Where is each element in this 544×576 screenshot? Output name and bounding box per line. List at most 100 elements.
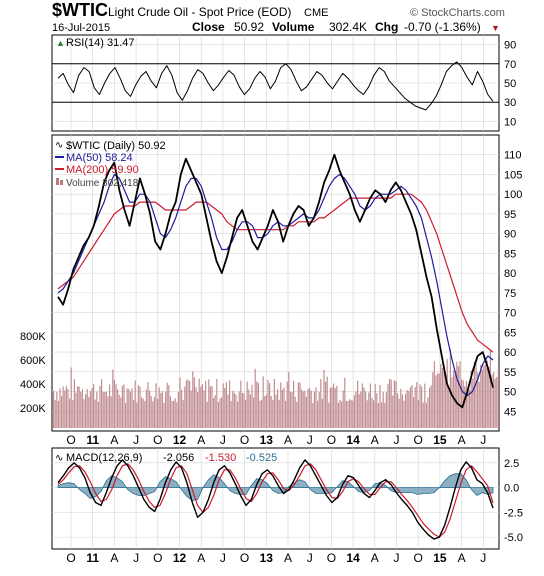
volume-bar bbox=[128, 388, 130, 428]
volume-bar bbox=[294, 396, 296, 428]
volume-bar bbox=[141, 397, 143, 428]
volume-bar bbox=[360, 391, 362, 428]
price-legend-icon: ∿ bbox=[55, 140, 63, 151]
volume-bar bbox=[129, 391, 131, 428]
volume-bar bbox=[438, 373, 440, 428]
volume-bar bbox=[89, 391, 91, 428]
volume-bar bbox=[181, 389, 183, 428]
volume-bar bbox=[480, 364, 482, 428]
volume-bar bbox=[174, 398, 176, 428]
volume-bar bbox=[464, 386, 466, 428]
volume-bar bbox=[120, 397, 122, 428]
volume-bar bbox=[321, 398, 323, 428]
volume-bar bbox=[233, 392, 235, 428]
volume-bar bbox=[272, 399, 274, 428]
x-tick-label: O bbox=[66, 551, 75, 565]
x-tick-label: 12 bbox=[173, 433, 187, 447]
volume-bar bbox=[224, 388, 226, 428]
x-tick-label: J bbox=[307, 433, 313, 447]
volume-bar bbox=[429, 387, 431, 428]
volume-bar bbox=[206, 401, 208, 428]
x-tick-label: 12 bbox=[173, 551, 187, 565]
volume-bar bbox=[320, 379, 322, 428]
volume-bar bbox=[398, 398, 400, 428]
volume-bar bbox=[481, 369, 483, 428]
volume-bar bbox=[160, 392, 162, 428]
volume-bar bbox=[59, 388, 61, 428]
volume-bar bbox=[470, 370, 472, 428]
volume-bar bbox=[171, 401, 173, 428]
volume-bar bbox=[347, 401, 349, 428]
volume-bar bbox=[184, 386, 186, 428]
volume-bar bbox=[353, 395, 355, 428]
volume-bar bbox=[488, 367, 490, 428]
macd-legend-value: -2.056 bbox=[163, 452, 194, 464]
volume-bar bbox=[53, 390, 55, 428]
volume-bar bbox=[105, 391, 107, 428]
x-tick-label: A bbox=[458, 551, 466, 565]
volume-bar bbox=[302, 391, 304, 428]
volume-bar bbox=[318, 392, 320, 428]
volume-bar bbox=[478, 381, 480, 428]
volume-bar bbox=[222, 383, 224, 428]
volume-bar bbox=[265, 395, 267, 428]
volume-bar bbox=[336, 386, 338, 428]
volume-bar bbox=[374, 384, 376, 428]
volume-bar bbox=[387, 383, 389, 428]
volume-bar bbox=[355, 391, 357, 428]
volume-bar bbox=[382, 391, 384, 428]
volume-bar bbox=[366, 400, 368, 428]
volume-bar bbox=[424, 383, 426, 428]
x-tick-label: O bbox=[327, 433, 336, 447]
volume-bar bbox=[489, 350, 491, 428]
volume-bar bbox=[246, 381, 248, 428]
rsi-line bbox=[57, 61, 494, 111]
volume-bar bbox=[377, 403, 379, 428]
y-tick-label: 110 bbox=[504, 150, 522, 162]
volume-bar bbox=[251, 384, 253, 428]
y-tick-label: 50 bbox=[504, 387, 516, 399]
volume-bar bbox=[187, 379, 189, 428]
volume-bar bbox=[163, 402, 165, 428]
volume-bar bbox=[203, 390, 205, 428]
volume-bar bbox=[125, 402, 127, 428]
volume-bar bbox=[373, 400, 375, 428]
volume-bar bbox=[67, 389, 69, 428]
close-label: Close bbox=[192, 20, 225, 34]
volume-bar bbox=[296, 401, 298, 428]
y-tick-label: 65 bbox=[504, 327, 516, 339]
volume-bar bbox=[307, 388, 309, 428]
x-tick-label: A bbox=[371, 433, 379, 447]
symbol: $WTIC bbox=[52, 0, 108, 20]
volume-bar bbox=[496, 377, 498, 428]
volume-bar bbox=[123, 384, 125, 428]
volume-bar bbox=[278, 399, 280, 428]
volume-bar bbox=[85, 394, 87, 428]
volume-bar bbox=[339, 399, 341, 428]
volume-bar bbox=[392, 395, 394, 428]
volume-bar bbox=[461, 379, 463, 428]
volume-axis-label: 800K bbox=[20, 331, 46, 343]
x-tick-label: J bbox=[307, 551, 313, 565]
volume-bar bbox=[137, 385, 139, 428]
volume-bar bbox=[483, 365, 485, 428]
volume-bar bbox=[205, 380, 207, 428]
volume-bar bbox=[198, 378, 200, 428]
volume-bar bbox=[363, 387, 365, 428]
volume-bar bbox=[425, 402, 427, 428]
volume-bar bbox=[209, 386, 211, 428]
volume-bar bbox=[297, 382, 299, 428]
x-tick-label: J bbox=[480, 433, 486, 447]
x-tick-label: J bbox=[220, 433, 226, 447]
y-tick-label: 45 bbox=[504, 406, 516, 418]
volume-bar bbox=[312, 403, 314, 428]
volume-bar bbox=[384, 402, 386, 428]
volume-bar bbox=[83, 399, 85, 428]
volume-bar bbox=[256, 381, 258, 428]
volume-bar bbox=[369, 383, 371, 428]
volume-axis-label: 200K bbox=[20, 403, 46, 415]
volume-bar bbox=[78, 386, 80, 428]
volume-bar bbox=[56, 391, 58, 428]
volume-bar bbox=[211, 386, 213, 428]
